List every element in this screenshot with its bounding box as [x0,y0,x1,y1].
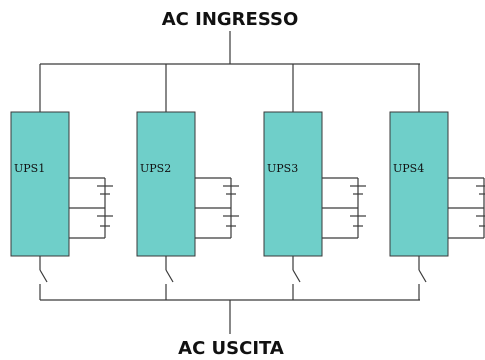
switch-blade [39,269,48,283]
ac-input-label: AC INGRESSO [162,9,299,30]
input-bus [40,31,420,65]
battery-pack [69,177,113,239]
switch-blade [165,269,174,283]
output-switch [418,256,427,300]
ups-units-layer: UPS1 UPS2 UPS3 UPS4 [10,64,485,300]
ups-box [263,111,323,257]
switch-blade [292,269,301,283]
output-switch [39,256,48,300]
ups-box [389,111,449,257]
ups-module: UPS4 [389,64,485,300]
battery-pack [195,177,239,239]
switch-blade [418,269,427,283]
ac-output-label: AC USCITA [178,338,284,359]
ups-label: UPS1 [14,162,45,175]
battery-pack [448,177,485,239]
output-switch [292,256,301,300]
ups-label: UPS3 [267,162,298,175]
battery-pack [322,177,366,239]
ups-label: UPS4 [393,162,424,175]
ups-module: UPS1 [10,64,113,300]
ups-box [10,111,70,257]
ups-module: UPS2 [136,64,239,300]
output-bus [40,299,420,334]
ups-label: UPS2 [140,162,171,175]
output-switch [165,256,174,300]
ups-module: UPS3 [263,64,366,300]
ups-box [136,111,196,257]
